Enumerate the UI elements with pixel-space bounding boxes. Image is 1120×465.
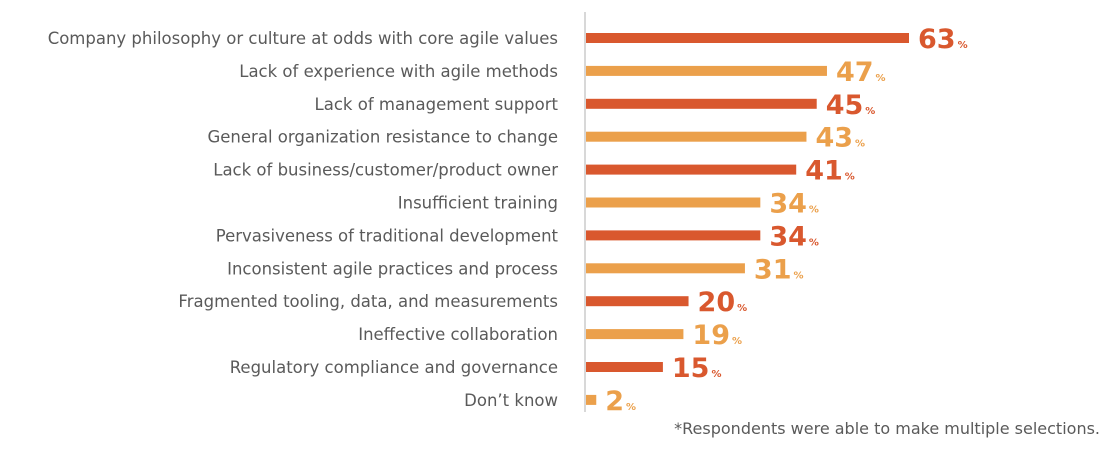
value-label: 19% — [692, 320, 742, 351]
value-label: 34% — [769, 221, 819, 252]
bar — [586, 131, 807, 142]
bar — [586, 362, 663, 372]
value-label: 31% — [754, 254, 804, 285]
value-label: 41% — [805, 156, 855, 187]
value-label: 43% — [815, 123, 865, 154]
category-label: Regulatory compliance and governance — [230, 358, 558, 377]
value-label: 20% — [698, 287, 748, 318]
bar — [586, 230, 761, 241]
category-label: Pervasiveness of traditional development — [216, 226, 559, 245]
value-label: 15% — [672, 353, 722, 384]
value-label: 34% — [769, 189, 819, 220]
category-label: Fragmented tooling, data, and measuremen… — [178, 292, 558, 311]
value-label: 2% — [605, 386, 636, 417]
bar — [586, 98, 817, 109]
category-label: Company philosophy or culture at odds wi… — [48, 29, 558, 48]
footnote: *Respondents were able to make multiple … — [674, 419, 1100, 438]
bar — [586, 164, 797, 175]
bar — [586, 394, 597, 405]
bars-layer: Company philosophy or culture at odds wi… — [48, 24, 968, 417]
category-label: Lack of business/customer/product owner — [213, 161, 558, 180]
bar — [586, 263, 745, 274]
bar — [586, 197, 761, 208]
value-label: 63% — [918, 24, 968, 55]
category-label: Lack of management support — [315, 95, 559, 114]
bar — [586, 329, 684, 340]
value-label: 47% — [836, 57, 886, 88]
bar — [586, 296, 689, 307]
category-label: Ineffective collaboration — [358, 325, 558, 344]
bar — [586, 33, 909, 43]
category-label: Insufficient training — [398, 194, 558, 213]
category-label: Inconsistent agile practices and process — [227, 259, 558, 278]
category-label: General organization resistance to chang… — [208, 128, 559, 147]
value-label: 45% — [826, 90, 876, 121]
bar — [586, 65, 827, 76]
category-label: Lack of experience with agile methods — [239, 62, 558, 81]
category-label: Don’t know — [464, 391, 558, 410]
